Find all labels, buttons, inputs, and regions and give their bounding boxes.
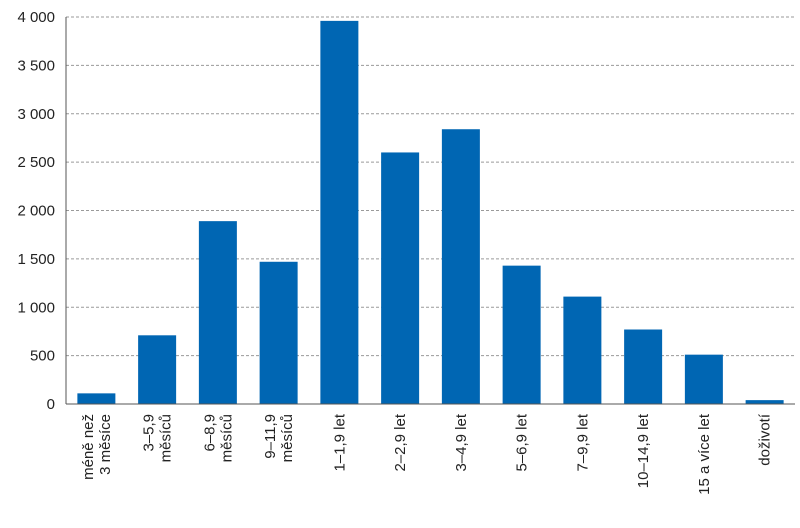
x-tick-label: 3 měsíce [97, 414, 114, 475]
x-tick-label: méně než [80, 414, 97, 480]
x-tick-label: 6–8,9 [201, 414, 218, 452]
bar [381, 152, 420, 404]
y-tick-label: 2 500 [17, 154, 55, 171]
x-tick-label: měsíců [218, 414, 235, 462]
y-tick-label: 500 [30, 348, 55, 365]
bar [624, 329, 663, 404]
x-tick-label-group: 3–5,9 měsíců [141, 414, 175, 462]
bar [77, 393, 116, 404]
y-tick-label: 1 000 [17, 299, 55, 316]
x-tick-label-group: 2–2,9 let [392, 413, 409, 471]
y-tick-label: 4 000 [17, 9, 55, 26]
bar [441, 129, 480, 405]
x-tick-label-group: 5–6,9 let [514, 413, 531, 471]
x-tick-label-group: 10–14,9 let [635, 413, 652, 488]
y-tick-label: 3 500 [17, 57, 55, 74]
y-tick-label: 2 000 [17, 203, 55, 220]
x-tick-label-group: 1–1,9 let [331, 413, 348, 471]
x-axis-ticks: méně než 3 měsíce 3–5,9 měsíců 6–8,9 měsíců 9–… [80, 413, 774, 495]
x-tick-label: 3–5,9 [141, 414, 158, 452]
x-tick-label-group: doživotí [757, 413, 774, 466]
x-tick-label-group: 6–8,9 měsíců [201, 414, 235, 462]
x-tick-label: 5–6,9 let [514, 413, 531, 471]
x-tick-label: měsíců [158, 414, 175, 462]
x-tick-label-group: 15 a více let [696, 413, 713, 495]
x-tick-label-group: 9–11,9 měsíců [262, 414, 296, 462]
x-tick-label: měsíců [279, 414, 296, 462]
x-tick-label-group: méně než 3 měsíce [80, 414, 114, 480]
bar [259, 261, 298, 404]
bar [745, 400, 784, 404]
gridlines [66, 16, 795, 357]
x-tick-label: 7–9,9 let [574, 413, 591, 471]
bar [198, 221, 237, 404]
y-tick-label: 0 [47, 396, 55, 413]
y-tick-label: 1 500 [17, 251, 55, 268]
x-tick-label: 9–11,9 [262, 414, 279, 459]
x-tick-label: doživotí [757, 413, 774, 466]
bar [138, 335, 177, 404]
bar [320, 20, 359, 405]
bar [684, 354, 723, 404]
x-tick-label: 15 a více let [696, 413, 713, 495]
x-tick-label: 10–14,9 let [635, 413, 652, 488]
x-tick-label-group: 7–9,9 let [574, 413, 591, 471]
bar [502, 265, 541, 404]
x-tick-label: 2–2,9 let [392, 413, 409, 471]
x-tick-label: 3–4,9 let [453, 413, 470, 471]
bars [77, 20, 784, 405]
bar [563, 296, 602, 404]
x-tick-label: 1–1,9 let [331, 413, 348, 471]
y-tick-label: 3 000 [17, 106, 55, 123]
x-tick-label-group: 3–4,9 let [453, 413, 470, 471]
y-axis-ticks: 0 500 1 000 1 500 2 000 2 500 3 000 3 500 4 000 [17, 9, 55, 413]
